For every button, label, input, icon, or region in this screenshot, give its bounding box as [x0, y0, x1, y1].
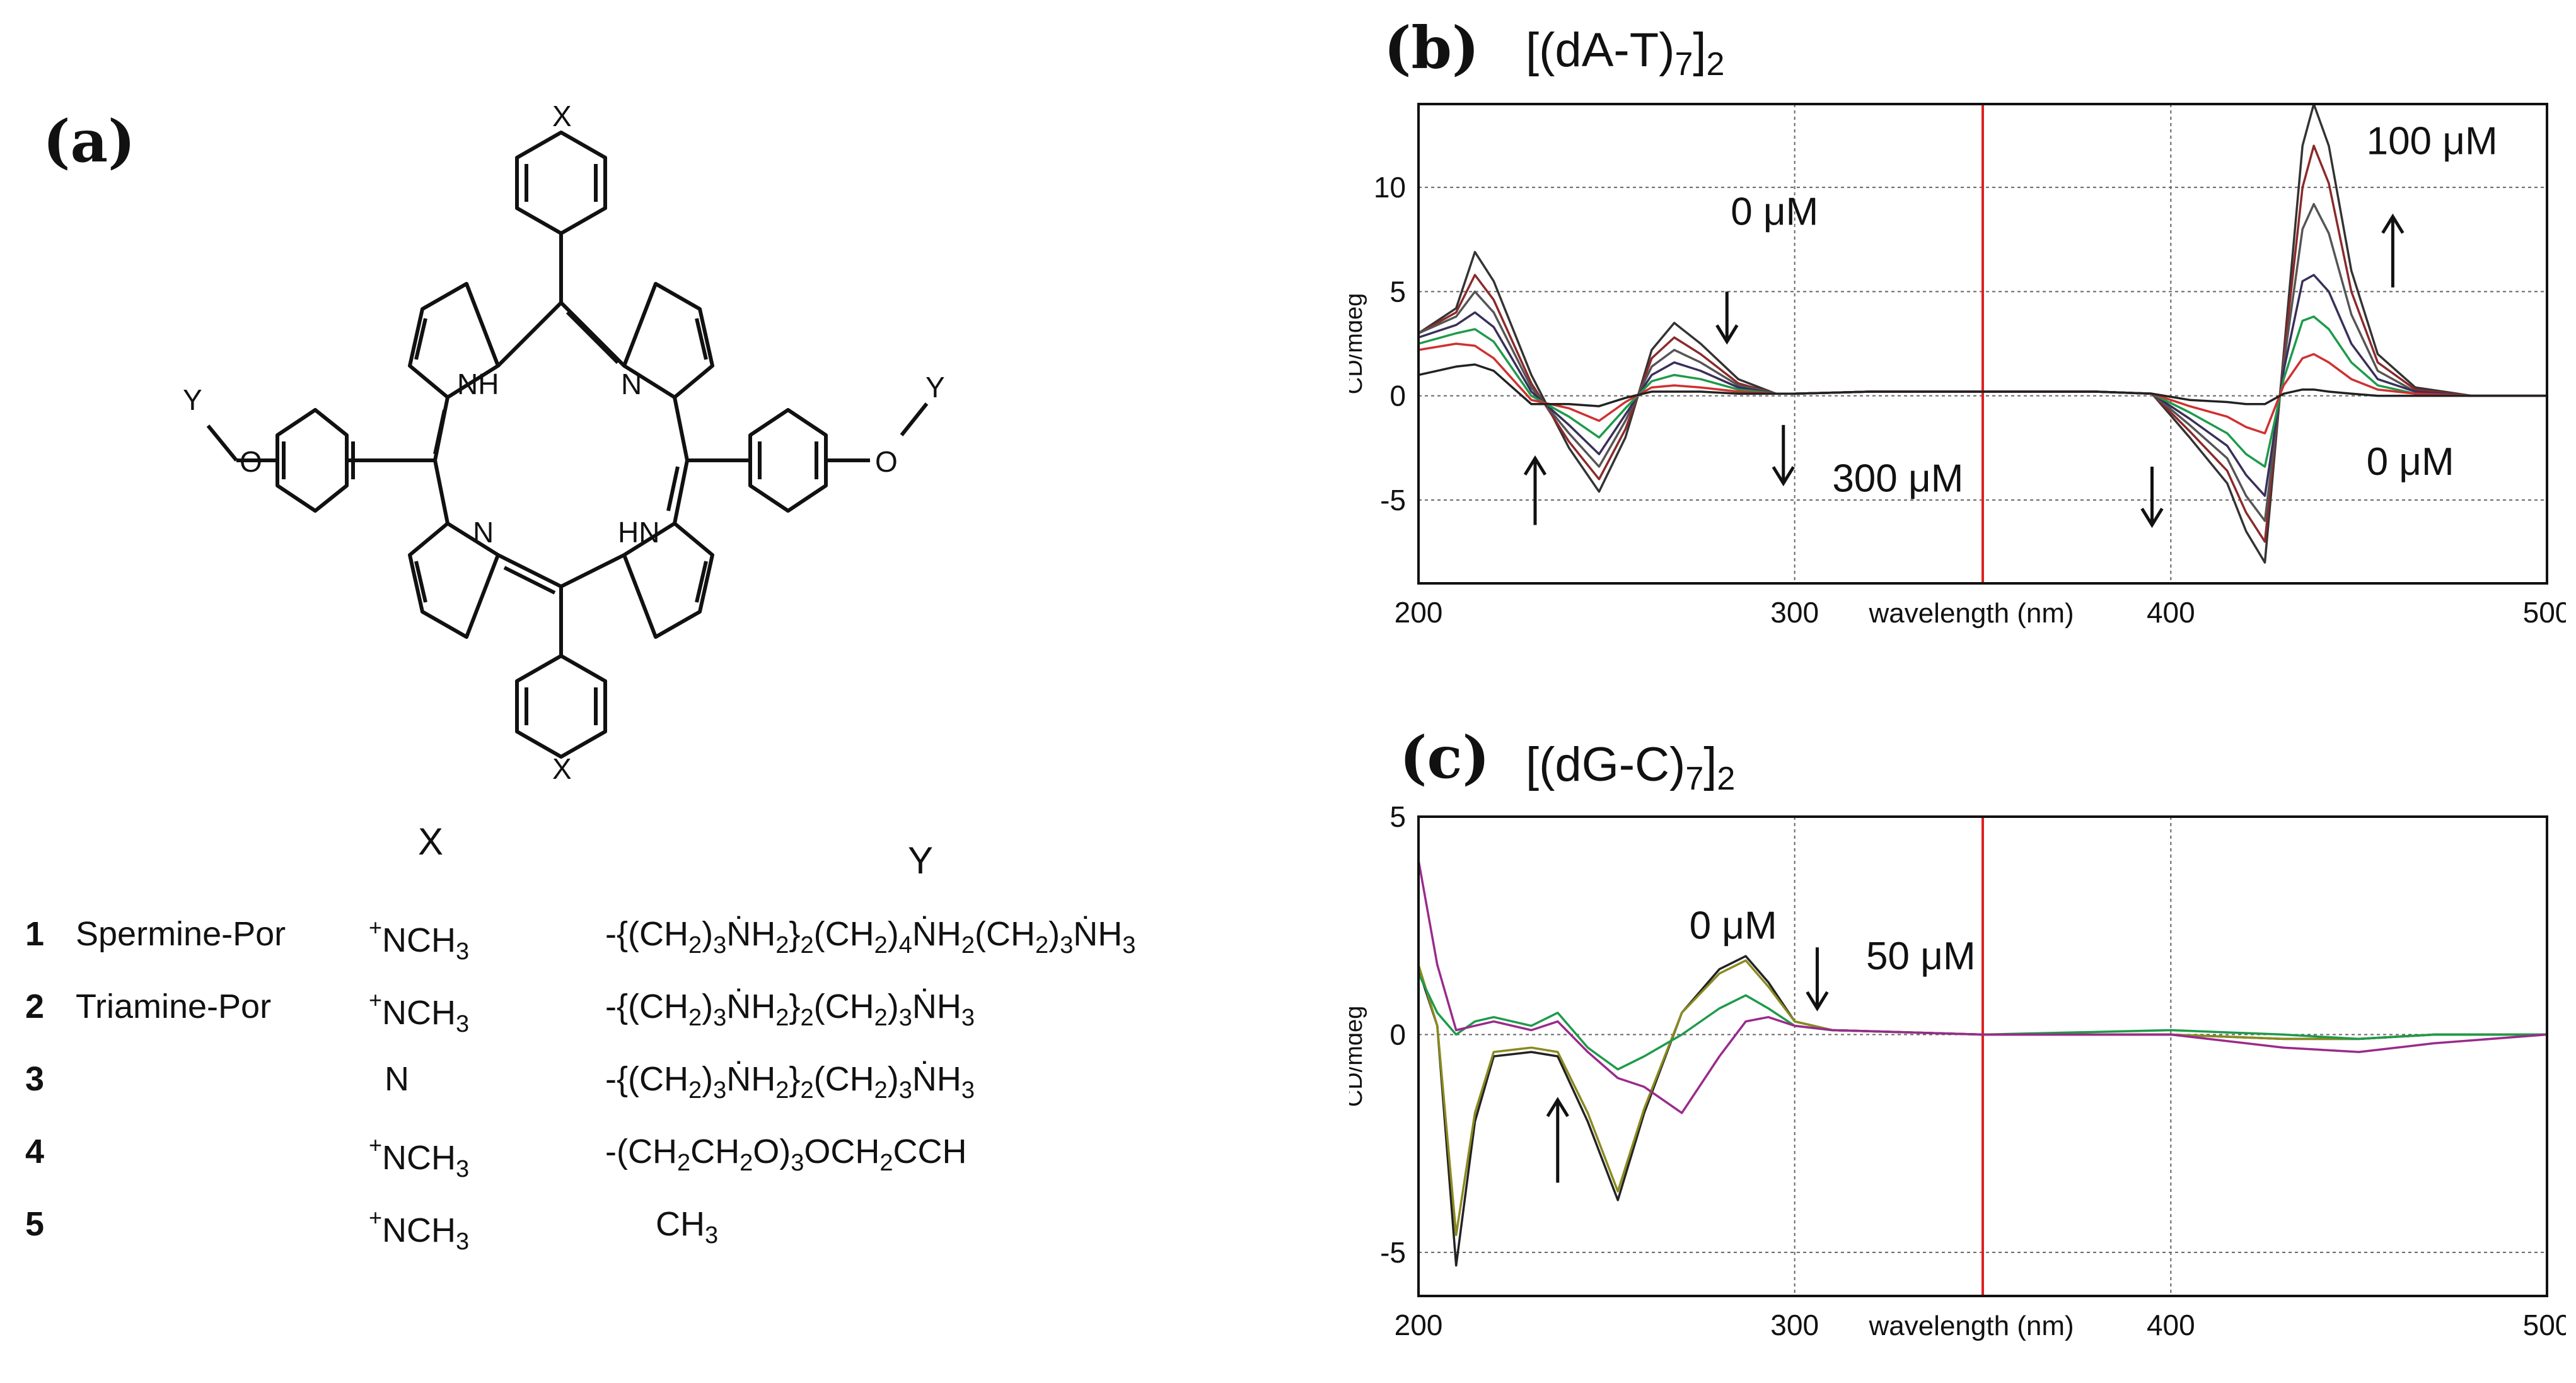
x-tick-label: 300 [1770, 1309, 1819, 1341]
x-tick-label: 200 [1395, 596, 1443, 629]
table-row-x-substituent: +NCH3 [369, 1132, 470, 1182]
y-tick-label: -5 [1380, 484, 1406, 516]
trend-arrow-head [1546, 1097, 1569, 1117]
table-row-number: 2 [25, 988, 45, 1025]
table-row-x-substituent: +NCH3 [369, 987, 470, 1037]
atom-o-left: O [240, 445, 262, 478]
trend-arrow-head [1772, 466, 1795, 487]
y-tick-label: 5 [1390, 275, 1406, 308]
panel-b-label: (b) [1384, 14, 1480, 82]
x-tick-label: 200 [1395, 1309, 1443, 1341]
plot-frame [1417, 815, 2548, 1297]
panel-a-label: (a) [43, 107, 136, 175]
trend-arrow-head [1523, 455, 1547, 476]
atom-nh-top: NH [457, 368, 499, 400]
chart-b: -5 0 5 10 200 300 400 500 wavelength (nm) CD/mdeg… [1349, 103, 2566, 629]
x-axis-label: wavelength (nm) [1868, 598, 2074, 629]
series-line [1417, 959, 2547, 1237]
trend-arrow-head [1806, 991, 1829, 1012]
atom-y-left: Y [183, 383, 202, 416]
table-row-y-substituent: -{(CH2)3ṄH2}2(CH2)4ṄH2(CH2)3ṄH3 [605, 915, 1136, 959]
annotation-label: 100 μM [2367, 119, 2498, 163]
annotation-label: 300 μM [1832, 457, 1963, 501]
y-axis-label: CD/mdeg [1349, 293, 1367, 395]
trend-arrow-head [1715, 324, 1739, 345]
annotation-label: 50 μM [1866, 935, 1976, 978]
y-axis-label: CD/mdeg [1349, 1006, 1367, 1107]
plot-frame [1417, 103, 2548, 585]
x-tick-label: 400 [2147, 596, 2195, 629]
y-tick-label: 0 [1390, 1018, 1406, 1051]
atom-n-bottom: N [473, 516, 494, 549]
atom-x-bottom: X [552, 752, 572, 785]
porphyrin-structure: X X Y O O Y NH N N HN [183, 100, 945, 785]
atom-x-top: X [552, 100, 572, 132]
series-line [1417, 860, 2548, 1114]
column-header-x: X [418, 820, 444, 863]
panel-c-title: [(dG-C)7]2 [1526, 738, 1736, 797]
trend-arrow-head [2140, 508, 2164, 528]
annotation-label: 0 μM [1690, 904, 1777, 947]
table-row-x-substituent: +NCH3 [369, 1205, 470, 1255]
series-line [1418, 363, 2547, 407]
x-tick-label: 500 [2523, 1309, 2566, 1341]
table-row-y-substituent: -(CH2CH2O)3OCH2CCH [605, 1133, 967, 1176]
x-tick-label: 400 [2147, 1309, 2195, 1341]
table-row-y-substituent: -{(CH2)3ṄH2}2(CH2)3ṄH3 [605, 1060, 975, 1104]
atom-n-top: N [621, 368, 642, 400]
table-row-number: 4 [25, 1133, 45, 1170]
substituent-table: X Y 1 Spermine-Por +NCH3 -{(CH2)3ṄH2}2(CH2… [25, 820, 1136, 1255]
y-tick-label: 5 [1390, 801, 1406, 833]
table-row-name: Spermine-Por [76, 915, 286, 953]
x-axis-label: wavelength (nm) [1868, 1310, 2074, 1341]
table-row-number: 1 [25, 915, 45, 953]
y-tick-label: 10 [1374, 171, 1406, 204]
x-tick-label: 300 [1770, 596, 1819, 629]
table-row-number: 5 [25, 1205, 45, 1243]
table-row-x-substituent: +NCH3 [369, 914, 470, 965]
table-row-y-substituent: -{(CH2)3ṄH2}2(CH2)3ṄH3 [605, 988, 975, 1031]
trend-arrow-head [2381, 213, 2405, 234]
y-tick-label: 0 [1390, 380, 1406, 412]
column-header-y: Y [908, 839, 934, 882]
x-tick-label: 500 [2523, 596, 2566, 629]
table-row-number: 3 [25, 1060, 45, 1098]
atom-y-right: Y [925, 371, 945, 404]
annotation-label: 0 μM [1731, 190, 1818, 234]
panel-b-title: [(dA-T)7]2 [1526, 23, 1725, 83]
annotation-label: 0 μM [2367, 440, 2454, 484]
table-row-name: Triamine-Por [76, 988, 272, 1025]
table-row-x-substituent: N [385, 1060, 409, 1098]
atom-o-right: O [875, 445, 898, 478]
series-line [1417, 972, 2547, 1071]
y-tick-label: -5 [1380, 1236, 1406, 1269]
chart-c: -5 0 5 200 300 400 500 wavelength (nm) CD/mdeg 0 … [1349, 801, 2566, 1341]
table-row-y-substituent: CH3 [656, 1205, 719, 1249]
panel-c-label: (c) [1400, 723, 1490, 791]
atom-hn-bottom: HN [618, 516, 659, 549]
